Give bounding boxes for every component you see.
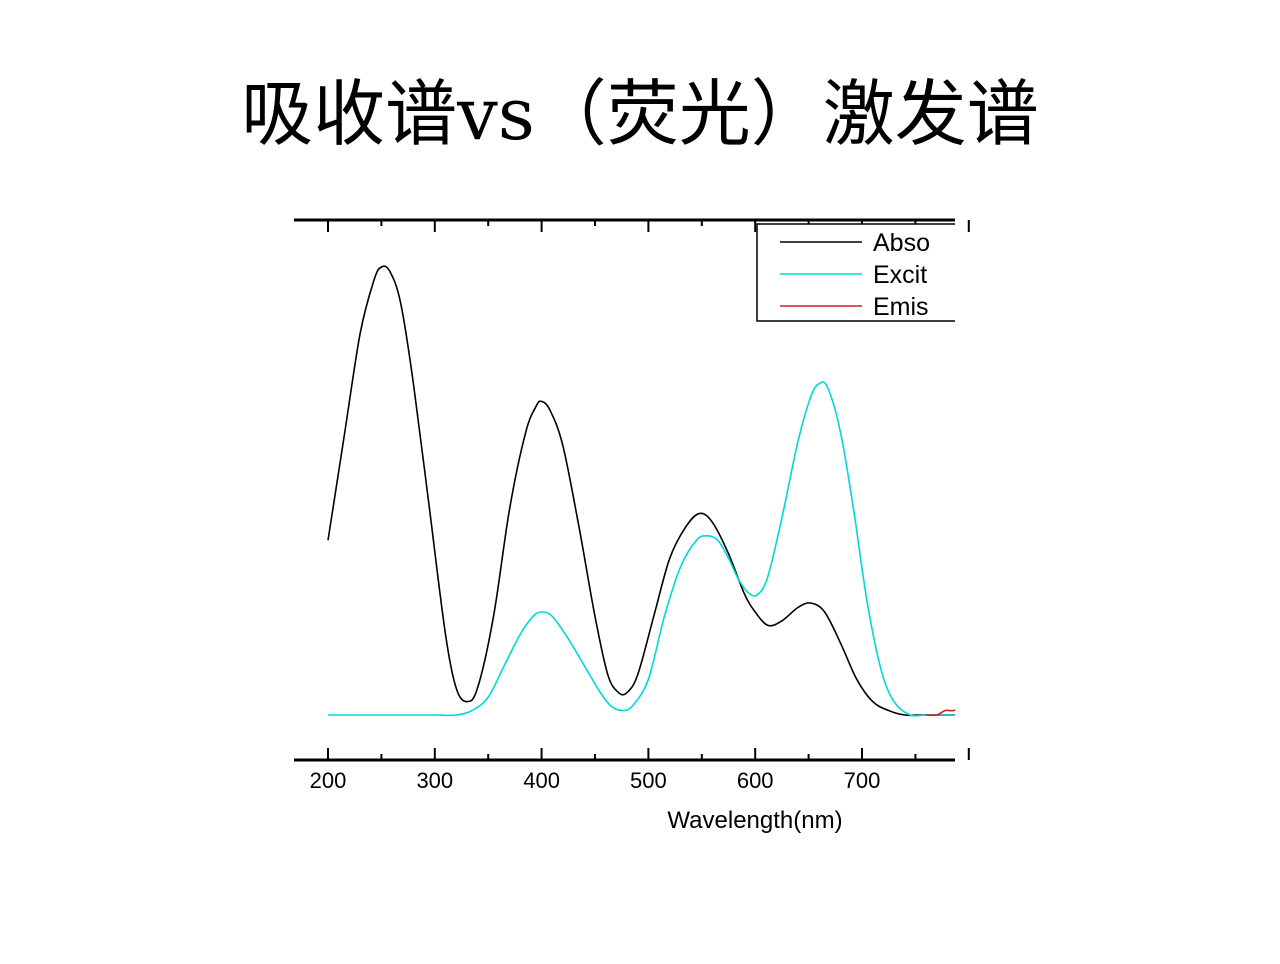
- x-tick-label: 500: [630, 768, 667, 793]
- legend-label-emis: Emis: [873, 293, 929, 321]
- x-axis-label: Wavelength(nm): [667, 807, 842, 834]
- x-tick-label: 8: [963, 768, 975, 793]
- slide-title: 吸收谱vs（荧光）激发谱: [241, 72, 1039, 156]
- x-tick-label: 200: [310, 768, 347, 793]
- x-tick-label: 300: [416, 768, 453, 793]
- legend-label-abso: Abso: [873, 229, 930, 257]
- legend: Abso Excit Emis: [756, 223, 955, 322]
- series-line-emis: [926, 709, 955, 717]
- legend-box: [756, 223, 955, 322]
- axes-layer: [294, 218, 970, 762]
- series-line-abso: [327, 265, 955, 717]
- series-line-excit: [328, 381, 955, 717]
- labels-layer: Wavelength(nm) 200 300 400 500 600 700 8: [310, 768, 975, 834]
- x-tick-label: 400: [523, 768, 560, 793]
- series-layer: [327, 265, 955, 717]
- legend-label-excit: Excit: [873, 261, 927, 289]
- x-tick-label: 600: [737, 768, 774, 793]
- x-tick-label: 700: [844, 768, 881, 793]
